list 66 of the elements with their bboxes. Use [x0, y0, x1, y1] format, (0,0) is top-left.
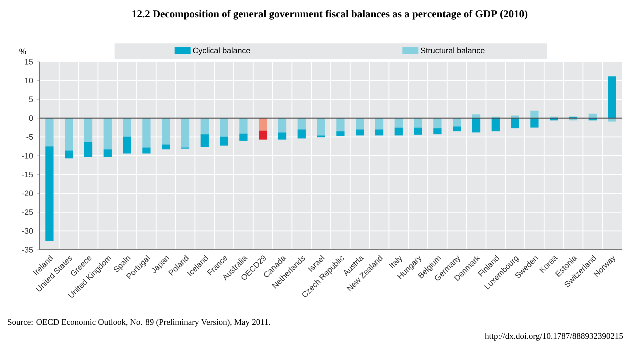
y-tick-label: -5 [26, 134, 34, 140]
bar [142, 118, 151, 148]
bar [200, 134, 209, 148]
bar [259, 118, 268, 131]
bar [511, 118, 520, 129]
bar [104, 118, 112, 150]
bar [608, 76, 616, 118]
y-tick-label: 10 [25, 78, 34, 84]
bar [278, 118, 287, 133]
legend-label: Structural balance [421, 48, 485, 54]
bar [162, 118, 170, 145]
bar [375, 130, 384, 136]
bar [298, 118, 306, 130]
bar [200, 118, 209, 135]
bar [453, 126, 462, 132]
bar [608, 118, 616, 122]
bar [472, 118, 481, 133]
bar [46, 118, 54, 147]
y-tick-label: -25 [22, 210, 34, 216]
bar [336, 118, 345, 132]
y-tick-label: 5 [29, 96, 34, 102]
bar [46, 146, 54, 241]
bar [65, 118, 74, 151]
y-tick-label: -20 [22, 190, 34, 196]
y-tick-label: -35 [22, 247, 34, 253]
bar [162, 144, 170, 150]
bar [414, 118, 422, 128]
bar [84, 142, 93, 158]
y-tick-label: -10 [22, 153, 34, 159]
bar [104, 150, 112, 158]
bar [259, 130, 268, 140]
bar [356, 130, 364, 136]
legend-label: Cyclical balance [193, 48, 250, 56]
bar [220, 136, 228, 146]
bar [142, 148, 151, 154]
bar [278, 132, 287, 140]
bar [240, 134, 248, 141]
bar [356, 118, 364, 130]
y-tick-label: 15 [25, 59, 34, 65]
source-note: Source: OECD Economic Outlook, No. 89 (Preliminary Version), May 2011. [8, 319, 270, 327]
bar [530, 118, 539, 128]
y-tick-label: -15 [22, 172, 34, 178]
bar [434, 128, 442, 135]
bar [181, 118, 190, 148]
bar [472, 114, 481, 118]
y-tick-label: -30 [22, 228, 34, 234]
y-axis-title: % [20, 48, 26, 54]
chart-title: 12.2 Decomposition of general government fiscal balances as a percentage of GDP (2010) [132, 10, 528, 20]
bar [84, 118, 93, 142]
bar [394, 118, 403, 128]
bar [336, 132, 345, 136]
bar [298, 130, 306, 139]
text: http://dx.doi.org/10.1787/888932390215 [485, 333, 624, 341]
bar [220, 118, 228, 137]
bar [240, 118, 248, 134]
bar [65, 150, 74, 159]
bar [123, 136, 132, 154]
bar [492, 118, 500, 132]
y-tick-label: 0 [29, 116, 34, 122]
bar [414, 128, 422, 135]
bar [317, 118, 326, 136]
bar [123, 118, 132, 137]
bar [375, 118, 384, 130]
bar [530, 110, 539, 118]
bar [434, 118, 442, 129]
bar [394, 128, 403, 136]
